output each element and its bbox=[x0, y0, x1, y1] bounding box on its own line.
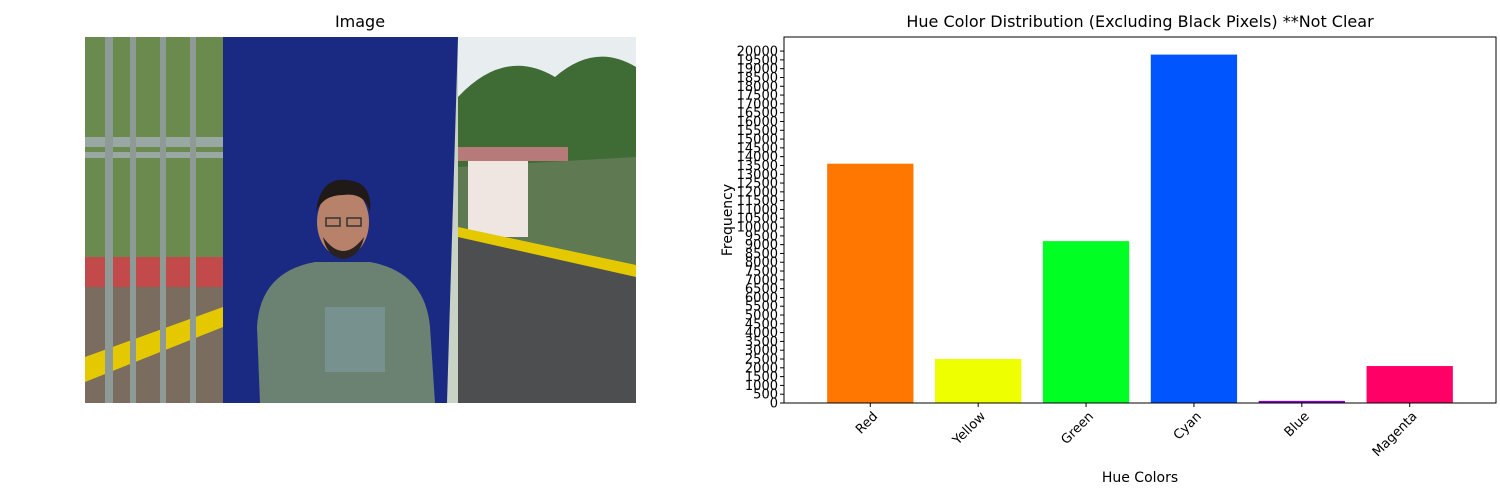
x-tick-label: Red bbox=[853, 409, 881, 437]
y-tick-label: 7500 bbox=[745, 265, 778, 280]
bar-red bbox=[827, 163, 914, 403]
x-tick-label: Green bbox=[1058, 409, 1096, 447]
y-tick-label: 500 bbox=[753, 388, 778, 403]
y-tick-label: 9500 bbox=[745, 229, 778, 244]
y-axis-label: Frequency bbox=[720, 184, 736, 256]
y-tick-label: 3500 bbox=[745, 335, 778, 350]
bar-magenta bbox=[1366, 366, 1453, 403]
person-beard bbox=[323, 237, 364, 259]
bar-yellow bbox=[935, 359, 1022, 403]
y-tick-label: 15000 bbox=[737, 133, 778, 148]
y-tick-label: 11000 bbox=[737, 203, 778, 218]
road bbox=[458, 232, 636, 403]
road-curb bbox=[458, 227, 636, 277]
shirt-print bbox=[325, 307, 385, 372]
y-tick-label: 3000 bbox=[745, 344, 778, 359]
y-tick-label: 18000 bbox=[737, 80, 778, 95]
y-tick-label: 10500 bbox=[737, 212, 778, 227]
y-tick-label: 13000 bbox=[737, 168, 778, 183]
person-shirt bbox=[257, 262, 435, 403]
building-roof bbox=[458, 147, 568, 161]
ticks-layer: Red Yellow Green Cyan Blue Magenta05001000150… bbox=[737, 45, 1421, 460]
y-tick-label: 1500 bbox=[745, 370, 778, 385]
y-tick-label: 1000 bbox=[745, 379, 778, 394]
y-tick-label: 14000 bbox=[737, 150, 778, 165]
fence-rail bbox=[85, 152, 223, 158]
y-tick-label: 6500 bbox=[745, 282, 778, 297]
y-tick-label: 19000 bbox=[737, 62, 778, 77]
x-tick-label: Blue bbox=[1282, 409, 1313, 440]
y-tick-label: 12500 bbox=[737, 177, 778, 192]
y-tick-label: 4000 bbox=[745, 326, 778, 341]
y-tick-label: 8500 bbox=[745, 247, 778, 262]
x-tick-label: Cyan bbox=[1171, 409, 1205, 443]
glasses-lens bbox=[325, 217, 341, 227]
glasses-lens bbox=[346, 217, 362, 227]
y-tick-label: 6000 bbox=[745, 291, 778, 306]
fence-bar bbox=[130, 37, 136, 403]
y-tick-label: 15500 bbox=[737, 124, 778, 139]
fence-rail-top bbox=[85, 137, 223, 147]
y-tick-label: 8000 bbox=[745, 256, 778, 271]
y-tick-label: 14500 bbox=[737, 141, 778, 156]
y-tick-label: 18500 bbox=[737, 71, 778, 86]
x-tick-label: Yellow bbox=[949, 409, 989, 449]
bar-blue bbox=[1258, 400, 1345, 403]
y-tick-label: 2000 bbox=[745, 361, 778, 376]
x-tick-label: Magenta bbox=[1370, 409, 1421, 460]
y-tick-label: 16500 bbox=[737, 106, 778, 121]
y-tick-label: 5000 bbox=[745, 309, 778, 324]
y-tick-label: 2500 bbox=[745, 353, 778, 368]
fence-bar bbox=[190, 37, 196, 403]
y-tick-label: 0 bbox=[770, 397, 778, 412]
photo bbox=[85, 37, 636, 403]
bars-layer bbox=[827, 54, 1453, 403]
person-hair bbox=[316, 179, 371, 212]
y-tick-label: 5500 bbox=[745, 300, 778, 315]
fence-bar bbox=[105, 37, 113, 403]
y-tick-label: 12000 bbox=[737, 185, 778, 200]
y-tick-label: 16000 bbox=[737, 115, 778, 130]
left-curb bbox=[85, 307, 223, 382]
y-tick-label: 17500 bbox=[737, 89, 778, 104]
person-face bbox=[317, 187, 369, 257]
y-tick-label: 9000 bbox=[745, 238, 778, 253]
y-tick-label: 13500 bbox=[737, 159, 778, 174]
y-tick-label: 4500 bbox=[745, 317, 778, 332]
x-axis-label: Hue Colors bbox=[1102, 470, 1178, 486]
y-tick-label: 7000 bbox=[745, 273, 778, 288]
fence-bar bbox=[160, 37, 166, 403]
image-panel-title: Image bbox=[334, 12, 386, 31]
bar-green bbox=[1042, 241, 1130, 403]
y-tick-label: 20000 bbox=[737, 45, 778, 60]
y-tick-label: 10000 bbox=[737, 221, 778, 236]
chart-title: Hue Color Distribution (Excluding Black … bbox=[906, 12, 1374, 31]
y-tick-label: 11500 bbox=[737, 194, 778, 209]
y-tick-label: 19500 bbox=[737, 53, 778, 68]
bar-cyan bbox=[1150, 54, 1238, 403]
plot-frame bbox=[783, 36, 1497, 404]
y-tick-label: 17000 bbox=[737, 97, 778, 112]
building bbox=[468, 147, 528, 237]
palm-foliage bbox=[458, 56, 636, 167]
